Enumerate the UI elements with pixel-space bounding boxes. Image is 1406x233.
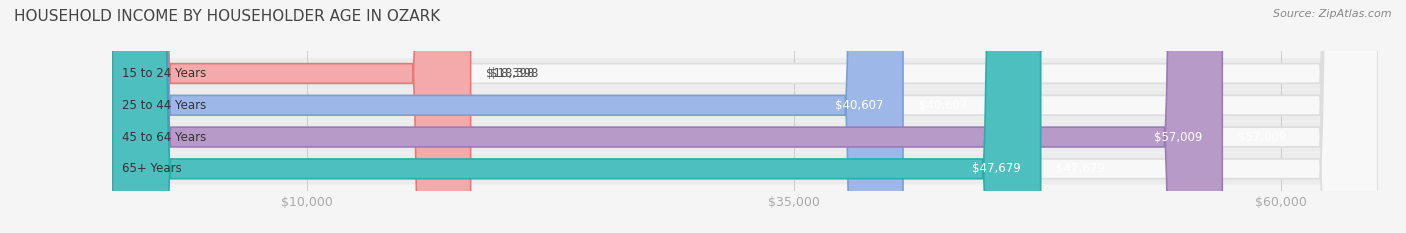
Text: $47,679: $47,679 [1056, 162, 1105, 175]
Text: 15 to 24 Years: 15 to 24 Years [122, 67, 207, 80]
Text: $57,009: $57,009 [1154, 130, 1204, 144]
Text: $18,398: $18,398 [486, 67, 534, 80]
Text: $40,607: $40,607 [918, 99, 967, 112]
FancyBboxPatch shape [112, 0, 903, 233]
FancyBboxPatch shape [112, 0, 471, 233]
FancyBboxPatch shape [112, 121, 1378, 153]
Text: 45 to 64 Years: 45 to 64 Years [122, 130, 207, 144]
FancyBboxPatch shape [112, 90, 1378, 121]
Text: $18,398: $18,398 [491, 67, 538, 80]
FancyBboxPatch shape [112, 0, 1378, 233]
FancyBboxPatch shape [112, 0, 1378, 233]
FancyBboxPatch shape [112, 58, 1378, 89]
FancyBboxPatch shape [112, 153, 1378, 184]
Text: Source: ZipAtlas.com: Source: ZipAtlas.com [1274, 9, 1392, 19]
Text: 65+ Years: 65+ Years [122, 162, 181, 175]
Text: $47,679: $47,679 [973, 162, 1021, 175]
Text: $57,009: $57,009 [1237, 130, 1286, 144]
Text: HOUSEHOLD INCOME BY HOUSEHOLDER AGE IN OZARK: HOUSEHOLD INCOME BY HOUSEHOLDER AGE IN O… [14, 9, 440, 24]
Text: 25 to 44 Years: 25 to 44 Years [122, 99, 207, 112]
FancyBboxPatch shape [112, 0, 1378, 233]
FancyBboxPatch shape [112, 0, 1378, 233]
FancyBboxPatch shape [112, 0, 1222, 233]
FancyBboxPatch shape [112, 0, 1040, 233]
Text: $40,607: $40,607 [835, 99, 883, 112]
